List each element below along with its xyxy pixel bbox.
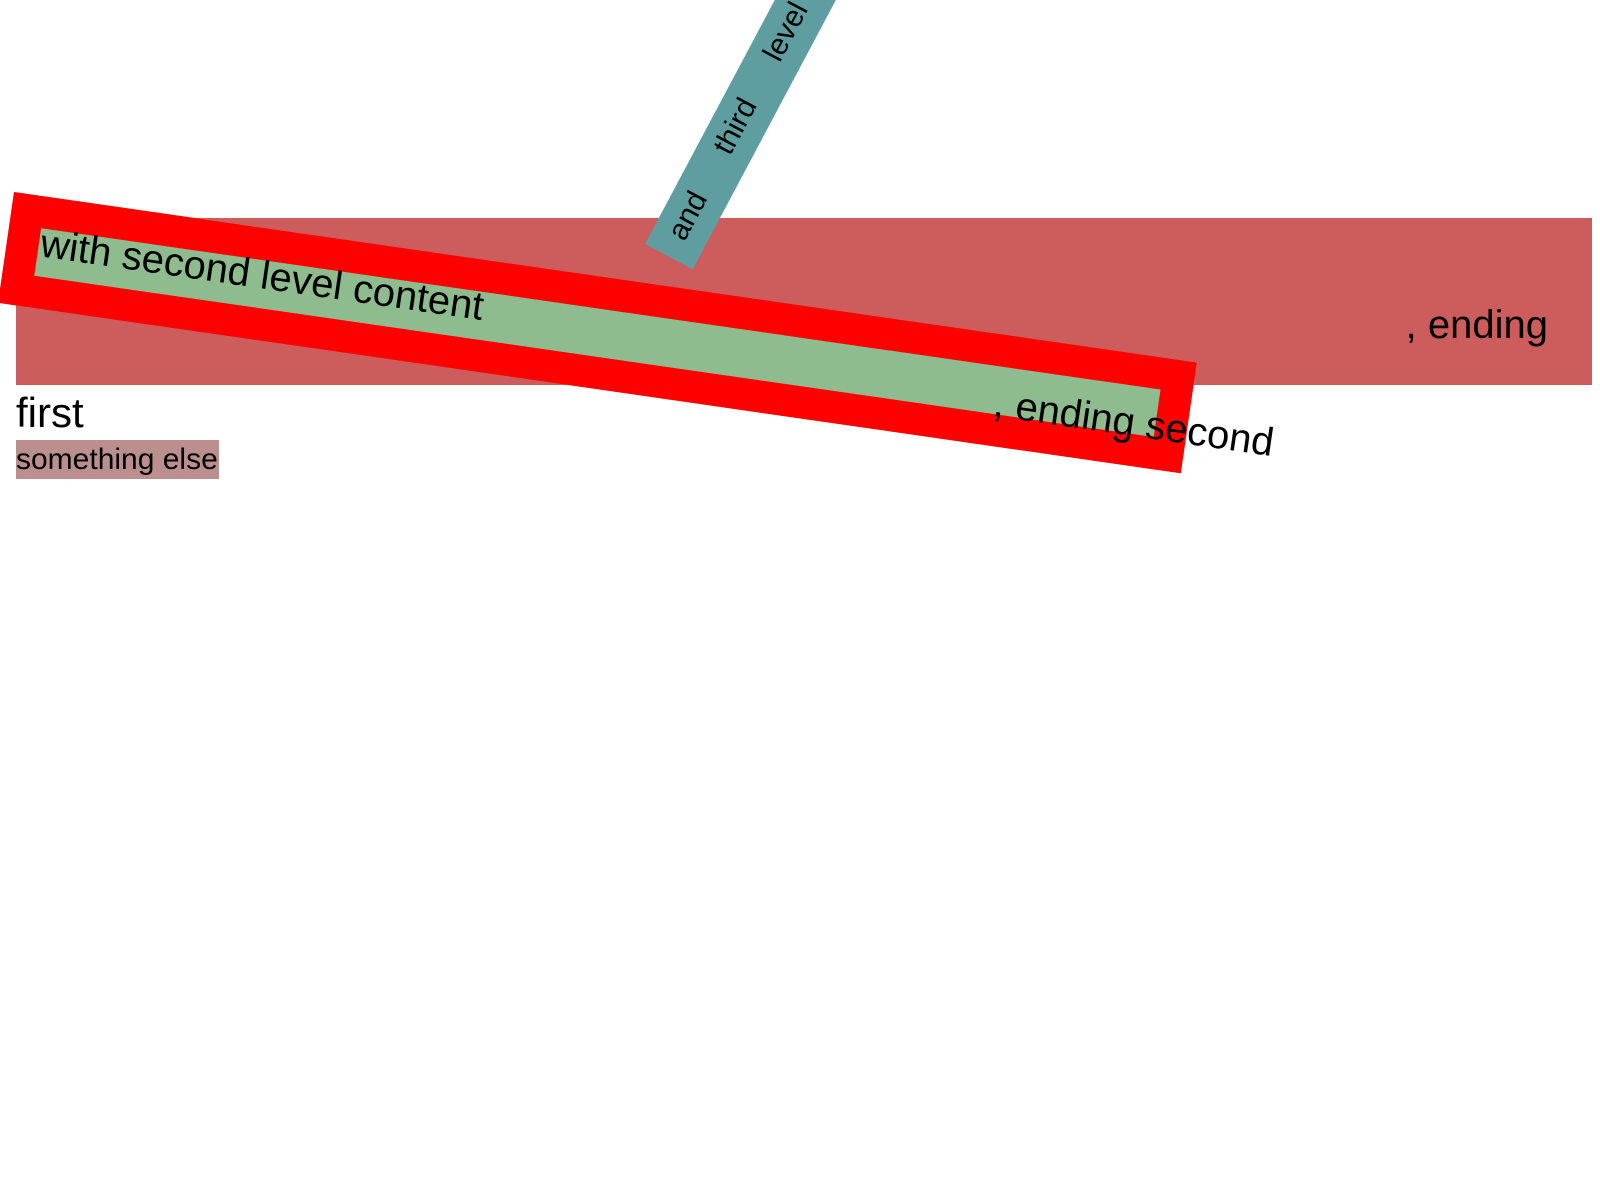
something-else-label: something else: [16, 440, 219, 479]
third-level-word-third: third: [707, 92, 764, 160]
first-level-label: first: [16, 389, 84, 436]
third-level-text: and third level content: [659, 0, 887, 247]
third-level-word-level: level: [756, 0, 815, 67]
second-level-ending-text: , ending second: [990, 381, 1277, 465]
third-level-word-and: and: [661, 185, 715, 246]
first-level-ending-text: , ending: [1405, 303, 1548, 347]
